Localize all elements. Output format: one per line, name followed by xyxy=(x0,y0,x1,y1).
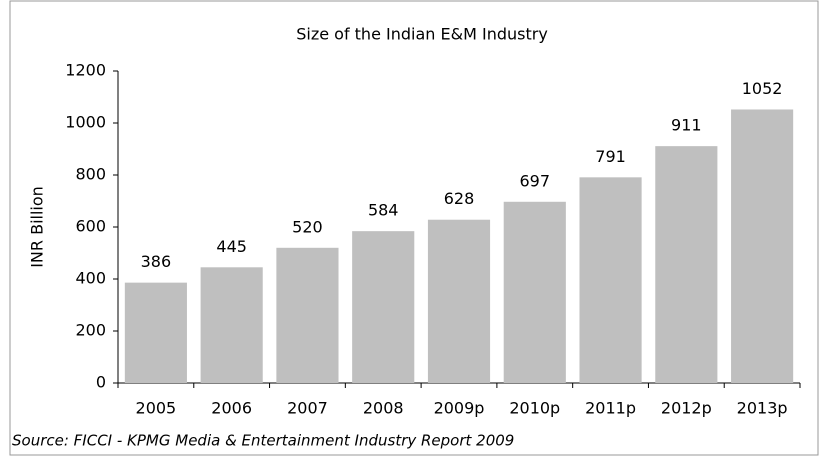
bar xyxy=(352,231,415,383)
y-tick-label: 1000 xyxy=(65,113,106,132)
data-label: 445 xyxy=(216,237,247,256)
bar xyxy=(579,177,642,383)
x-tick-label: 2010p xyxy=(509,399,560,418)
bar xyxy=(731,109,794,383)
y-tick-label: 1200 xyxy=(65,61,106,80)
bar xyxy=(503,201,566,383)
x-tick-label: 2005 xyxy=(136,399,177,418)
bar xyxy=(124,282,187,383)
x-tick-label: 2011p xyxy=(585,399,636,418)
bar xyxy=(276,247,339,383)
x-tick-label: 2007 xyxy=(287,399,328,418)
data-label: 1052 xyxy=(742,79,783,98)
x-tick-label: 2013p xyxy=(737,399,788,418)
y-tick-label: 800 xyxy=(75,165,106,184)
bar xyxy=(200,267,263,383)
data-label: 791 xyxy=(595,147,626,166)
x-tick-label: 2008 xyxy=(363,399,404,418)
source-note: Source: FICCI - KPMG Media & Entertainme… xyxy=(12,432,514,450)
y-tick-label: 200 xyxy=(75,321,106,340)
data-label: 628 xyxy=(444,189,475,208)
data-label: 911 xyxy=(671,116,702,135)
bar xyxy=(427,219,491,383)
data-label: 520 xyxy=(292,217,323,236)
x-tick-label: 2006 xyxy=(211,399,252,418)
data-label: 584 xyxy=(368,201,399,220)
data-label: 386 xyxy=(141,252,172,271)
chart-title: Size of the Indian E&M Industry xyxy=(296,25,548,44)
bar xyxy=(655,146,718,383)
y-tick-label: 400 xyxy=(75,269,106,288)
x-tick-label: 2012p xyxy=(661,399,712,418)
y-axis-label: INR Billion xyxy=(28,186,47,268)
chart-frame xyxy=(9,0,819,456)
data-label: 697 xyxy=(520,171,551,190)
x-tick-label: 2009p xyxy=(434,399,485,418)
y-tick-label: 600 xyxy=(75,217,106,236)
y-tick-label: 0 xyxy=(96,373,106,392)
